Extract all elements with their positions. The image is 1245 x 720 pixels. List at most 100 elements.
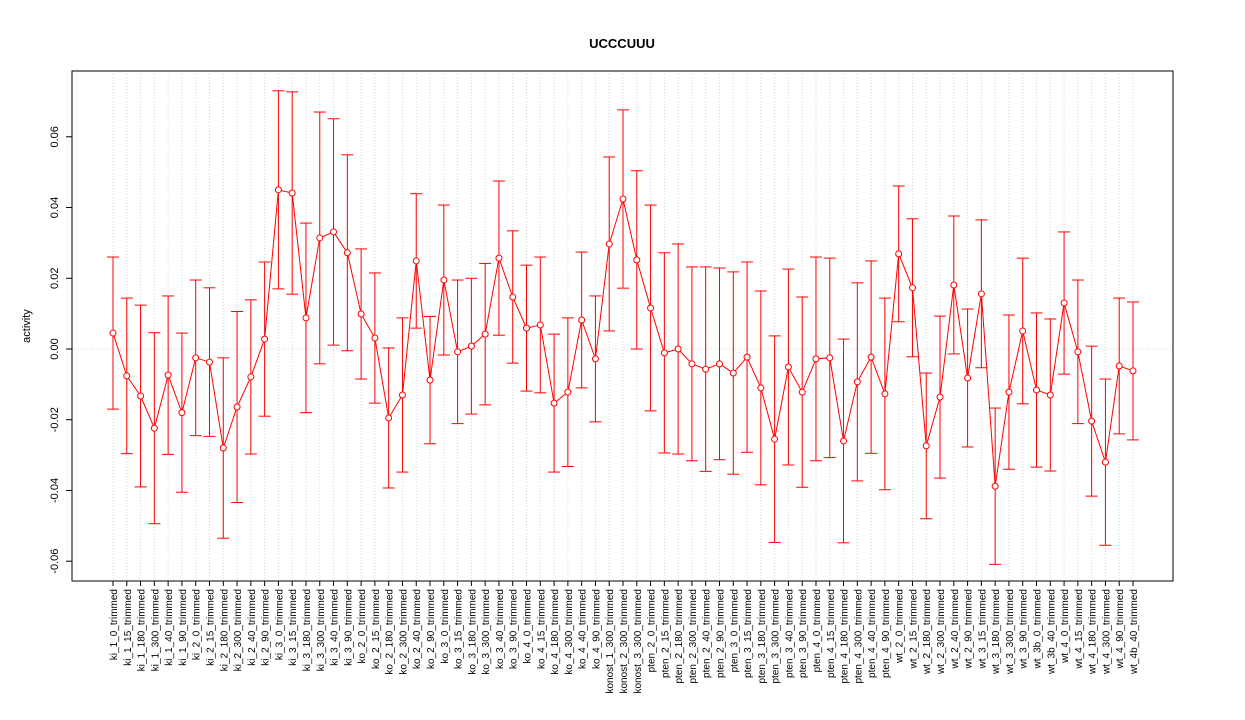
x-tick-label: ki_1_300_trimmed — [150, 589, 161, 671]
x-tick-label: ko_4_180_trimmed — [550, 589, 561, 675]
x-tick-label: ko_3_180_trimmed — [467, 589, 478, 675]
x-tick-label: ko_2_180_trimmed — [385, 589, 396, 675]
point — [688, 360, 696, 368]
x-tick-label: ki_1_40_trimmed — [164, 589, 175, 666]
x-tick-label: ko_2_40_trimmed — [412, 589, 423, 669]
x-tick-label: ko_3_0_trimmed — [440, 589, 451, 663]
point — [881, 390, 889, 398]
point — [1129, 367, 1137, 375]
x-tick-label: ko_3_15_trimmed — [454, 589, 465, 669]
x-tick-label: ko_3_300_trimmed — [481, 589, 492, 675]
point — [233, 403, 241, 411]
point — [137, 392, 145, 400]
point — [109, 329, 117, 337]
point — [1046, 391, 1054, 399]
x-tick-label: wt_3b_40_trimmed — [1046, 589, 1057, 675]
x-tick-label: wt_2_300_trimmed — [936, 589, 947, 675]
x-tick-label: ki_3_40_trimmed — [330, 589, 341, 666]
x-tick-label: ko_2_90_trimmed — [426, 589, 437, 669]
point — [605, 240, 613, 248]
point — [633, 256, 641, 264]
point — [523, 324, 531, 332]
point — [412, 257, 420, 265]
y-axis-label: activity — [21, 309, 33, 343]
point — [908, 284, 916, 292]
y-tick-label: 0.04 — [49, 197, 61, 218]
point — [578, 316, 586, 324]
point — [715, 360, 723, 368]
x-tick-label: ki_1_180_trimmed — [137, 589, 148, 671]
x-tick-label: ko_2_0_trimmed — [357, 589, 368, 663]
x-tick-label: pten_2_40_trimmed — [702, 589, 713, 678]
x-tick-label: pten_3_90_trimmed — [798, 589, 809, 678]
x-tick-label: ki_2_40_trimmed — [247, 589, 258, 666]
x-tick-label: ko_4_15_trimmed — [536, 589, 547, 669]
point — [467, 342, 475, 350]
point — [426, 376, 434, 384]
x-tick-label: pten_4_40_trimmed — [867, 589, 878, 678]
x-tick-label: ko_4_40_trimmed — [578, 589, 589, 669]
point — [481, 330, 489, 338]
x-tick-label: pten_4_180_trimmed — [840, 589, 851, 684]
x-tick-label: ki_2_0_trimmed — [192, 589, 203, 660]
point — [1019, 327, 1027, 335]
x-tick-label: wt_4_90_trimmed — [1115, 589, 1126, 669]
x-tick-label: pten_4_300_trimmed — [853, 589, 864, 684]
point — [826, 354, 834, 362]
x-tick-label: pten_4_90_trimmed — [881, 589, 892, 678]
y-tick-label: -0.06 — [49, 549, 61, 574]
x-tick-label: wt_4_0_trimmed — [1060, 589, 1071, 664]
point — [757, 384, 765, 392]
point — [743, 353, 751, 361]
point — [550, 399, 558, 407]
point — [385, 414, 393, 422]
x-tick-label: ko_3_40_trimmed — [495, 589, 506, 669]
point — [729, 369, 737, 377]
x-tick-label: wt_4_15_trimmed — [1074, 589, 1085, 669]
y-tick-label: 0.02 — [49, 268, 61, 289]
point — [316, 234, 324, 242]
point — [164, 371, 172, 379]
x-tick-label: ko_4_300_trimmed — [564, 589, 575, 675]
x-tick-label: ki_1_15_trimmed — [123, 589, 134, 666]
point — [895, 250, 903, 258]
x-tick-label: wt_3_15_trimmed — [977, 589, 988, 669]
x-tick-label: ko_2_15_trimmed — [371, 589, 382, 669]
x-tick-label: pten_3_300_trimmed — [771, 589, 782, 684]
point — [123, 372, 131, 380]
point — [261, 335, 269, 343]
x-tick-label: pten_2_0_trimmed — [647, 589, 658, 672]
point — [853, 378, 861, 386]
point — [591, 355, 599, 363]
x-tick-label: ko_4_0_trimmed — [523, 589, 534, 663]
x-tick-label: ki_3_180_trimmed — [302, 589, 313, 671]
y-tick-label: 0.06 — [49, 126, 61, 147]
x-tick-label: pten_4_0_trimmed — [812, 589, 823, 672]
y-tick-label: -0.02 — [49, 407, 61, 432]
x-tick-label: ki_3_90_trimmed — [343, 589, 354, 666]
point — [343, 249, 351, 257]
point — [840, 437, 848, 445]
x-tick-label: pten_2_15_trimmed — [660, 589, 671, 678]
x-tick-label: wt_3b_0_trimmed — [1033, 589, 1044, 669]
x-tick-label: ko_2_300_trimmed — [398, 589, 409, 675]
point — [371, 334, 379, 342]
point — [964, 374, 972, 382]
point — [1074, 348, 1082, 356]
point — [219, 444, 227, 452]
x-tick-label: pten_2_300_trimmed — [688, 589, 699, 684]
x-tick-label: pten_2_90_trimmed — [715, 589, 726, 678]
x-tick-label: ki_2_90_trimmed — [261, 589, 272, 666]
y-tick-label: 0.00 — [49, 338, 61, 359]
point — [454, 348, 462, 356]
point — [922, 442, 930, 450]
x-tick-label: konost_3_300_trimmed — [633, 589, 644, 694]
point — [178, 409, 186, 417]
x-tick-label: ki_1_0_trimmed — [109, 589, 120, 660]
x-tick-label: pten_3_15_trimmed — [743, 589, 754, 678]
point — [784, 363, 792, 371]
point — [1101, 458, 1109, 466]
point — [398, 391, 406, 399]
x-tick-label: wt_3_300_trimmed — [1005, 589, 1016, 675]
